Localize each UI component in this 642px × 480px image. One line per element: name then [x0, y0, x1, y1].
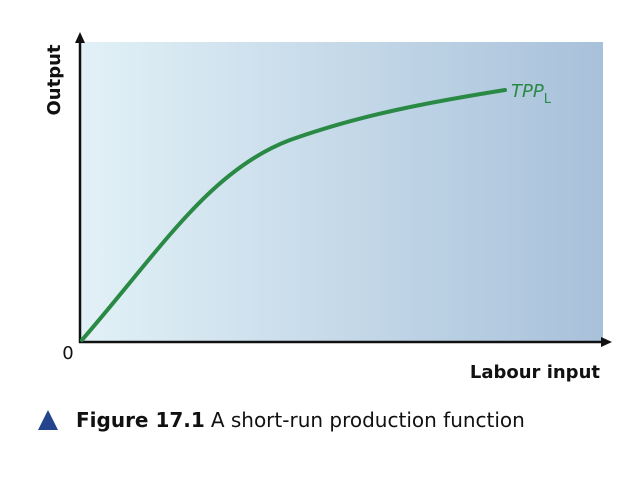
caption-marker — [38, 410, 58, 430]
tpp-curve — [80, 88, 507, 342]
x-axis-arrow — [601, 337, 612, 347]
curve-label-subscript: L — [544, 92, 552, 107]
caption-number: Figure 17.1 — [76, 408, 205, 432]
origin-label: 0 — [62, 343, 73, 364]
y-axis-arrow — [75, 32, 85, 43]
plot-background — [80, 42, 603, 342]
caption-text: A short-run production function — [211, 408, 525, 432]
x-axis-label: Labour input — [470, 362, 601, 383]
caption: Figure 17.1 A short-run production functi… — [76, 408, 525, 432]
curve-label-main: TPP — [511, 81, 544, 102]
y-axis-label: Output — [44, 44, 65, 115]
curve-label: TPPL — [511, 81, 552, 107]
